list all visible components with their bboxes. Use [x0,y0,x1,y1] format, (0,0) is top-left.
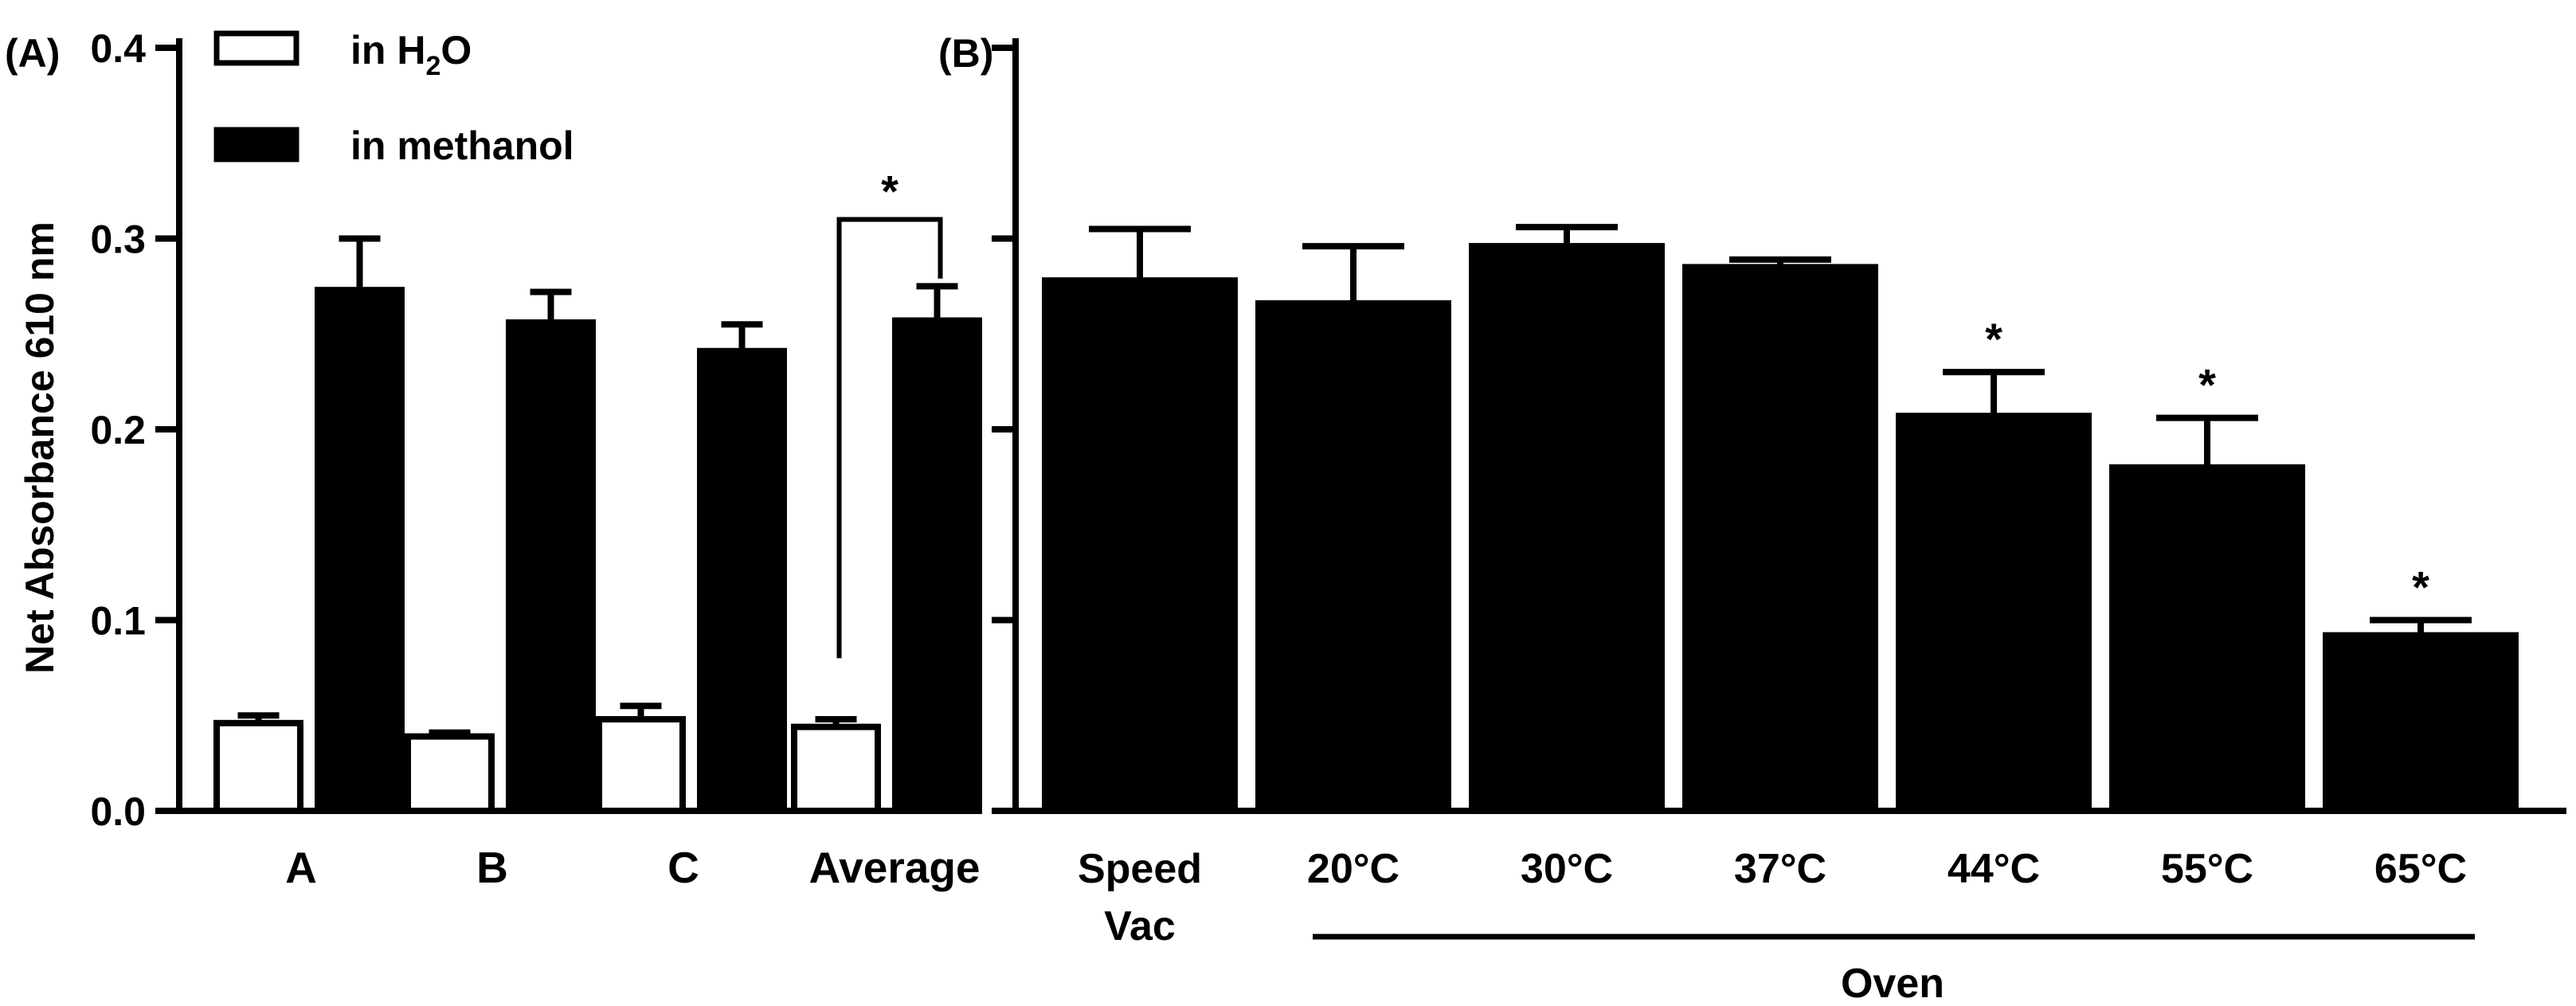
panel-a-y-tick-label: 0.0 [90,789,146,834]
category-label: A [285,843,317,892]
panel-a-bars: * [213,166,982,815]
category-label: 30°C [1521,846,1613,892]
bar [1469,243,1665,814]
panel-a-y-tick-label: 0.4 [90,26,146,71]
oven-group-label: Oven [1841,961,1944,1006]
category-label: 55°C [2161,846,2253,892]
bar [1255,299,1451,814]
bar-h2o [405,733,495,814]
panel-b-bars: * * * [1042,224,2519,815]
bar [1042,277,1238,814]
y-axis-label: Net Absorbance 610 nm [18,221,62,674]
panel-b: (B) * * * Speed Vac 20°C 30°C 37°C 44°C 55°C 65°C… [938,31,2566,1006]
category-label: Average [808,843,980,892]
panel-a-y-ticks: 0.0 0.1 0.2 0.3 0.4 [90,26,179,834]
category-label: 20°C [1307,846,1400,892]
significance-bracket [836,217,943,659]
bar [1682,264,1878,814]
legend-label-methanol: in methanol [350,123,574,168]
panel-a: (A) Net Absorbance 610 nm 0.00.10.20.30.… [5,26,982,892]
panel-a-y-tick-label: 0.2 [90,408,146,452]
panel-a-y-tick-label: 0.3 [90,217,146,262]
significance-star: * [881,166,898,217]
category-label: B [476,843,508,892]
legend: in H2O in methanol [213,28,574,168]
category-label: 44°C [1948,846,2040,892]
bar-methanol [892,317,982,814]
significance-star: * [1985,314,2002,364]
panel-a-category-labels: A B C Average [285,843,980,892]
bar-h2o [791,723,881,814]
significance-star: * [2412,562,2429,613]
legend-label-h2o: in H2O [350,28,472,81]
panel-b-label: (B) [938,31,993,76]
bar-methanol [506,319,596,814]
bar-h2o [213,719,303,815]
category-label-line2: Vac [1104,903,1176,949]
legend-swatch-h2o [213,30,299,66]
bar [2323,632,2519,814]
panel-b-category-labels: Speed Vac 20°C 30°C 37°C 44°C 55°C 65°C [1078,846,2467,949]
legend-swatch-methanol [213,127,299,162]
panel-b-y-ticks [992,45,1016,814]
bar [1896,413,2092,814]
category-label: 65°C [2374,846,2467,892]
bar-methanol [315,287,405,815]
category-label: 37°C [1734,846,1826,892]
bar-methanol [697,347,787,814]
panel-a-y-tick-label: 0.1 [90,599,146,644]
bar [2109,464,2305,815]
bar-h2o [596,716,686,814]
panel-a-label: (A) [5,31,60,76]
category-label: C [667,843,699,892]
category-label: Speed [1078,846,1202,892]
significance-star: * [2198,360,2216,410]
